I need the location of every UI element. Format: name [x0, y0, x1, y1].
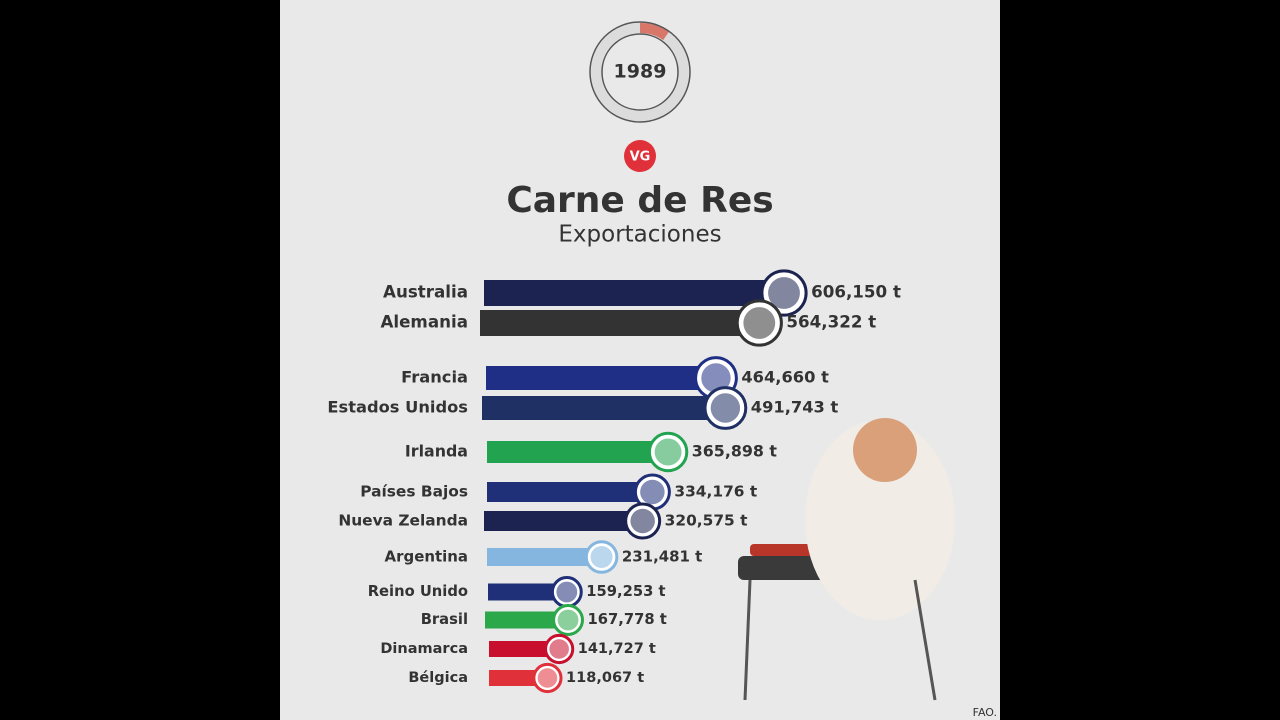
value-label: 491,743 t: [751, 398, 839, 417]
flag-inner: [630, 508, 655, 534]
value-label: 564,322 t: [786, 312, 876, 332]
bar: [487, 548, 602, 566]
bar: [484, 511, 643, 531]
category-label: Nueva Zelanda: [338, 512, 468, 530]
category-label: Irlanda: [405, 442, 468, 461]
category-label: Países Bajos: [360, 483, 468, 501]
source: FAO.: [973, 706, 997, 719]
value-label: 320,575 t: [665, 512, 748, 530]
logo-badge: [624, 140, 656, 172]
bar: [484, 280, 784, 306]
value-label: 141,727 t: [578, 641, 656, 657]
flag-inner: [556, 581, 578, 603]
year-ring-inner: [601, 33, 679, 111]
flag-inner: [590, 545, 613, 569]
bar: [489, 641, 560, 657]
category-label: Australia: [383, 282, 468, 302]
bar: [489, 670, 548, 686]
category-label: Alemania: [380, 312, 468, 332]
category-label: Bélgica: [408, 670, 468, 686]
chart-subtitle: Exportaciones: [558, 222, 721, 248]
bar: [486, 366, 716, 390]
year-progress: [639, 23, 669, 41]
value-label: 334,176 t: [674, 483, 757, 501]
bar: [488, 583, 567, 601]
year-ring-outer: [589, 21, 691, 123]
value-label: 231,481 t: [622, 548, 702, 566]
year: 1989: [614, 61, 667, 83]
bar: [482, 396, 726, 420]
chart-title: Carne de Res: [506, 180, 773, 221]
value-label: 464,660 t: [741, 368, 829, 387]
bar: [487, 482, 653, 502]
category-label: Reino Unido: [368, 583, 468, 600]
flag-inner: [537, 668, 558, 688]
chef-illustration: [738, 418, 955, 701]
value-label: 606,150 t: [811, 282, 901, 302]
flag-inner: [710, 393, 741, 423]
bar: [480, 310, 760, 336]
category-label: Brasil: [421, 611, 468, 628]
flag-inner: [557, 609, 579, 631]
logo: VG: [630, 150, 651, 165]
flag-inner: [768, 277, 800, 309]
category-label: Dinamarca: [380, 641, 468, 657]
category-label: Argentina: [385, 548, 468, 566]
bar: [487, 441, 669, 463]
value-label: 365,898 t: [692, 442, 778, 461]
value-label: 167,778 t: [587, 611, 666, 628]
flag-inner: [654, 438, 682, 466]
value-label: 118,067 t: [566, 670, 644, 686]
bar: [485, 611, 569, 629]
flag-inner: [743, 307, 776, 339]
category-label: Estados Unidos: [327, 398, 468, 417]
flag-inner: [640, 479, 665, 505]
flag-inner: [701, 363, 731, 393]
value-label: 159,253 t: [586, 583, 665, 600]
flag-inner: [549, 639, 569, 659]
category-label: Francia: [401, 368, 468, 387]
